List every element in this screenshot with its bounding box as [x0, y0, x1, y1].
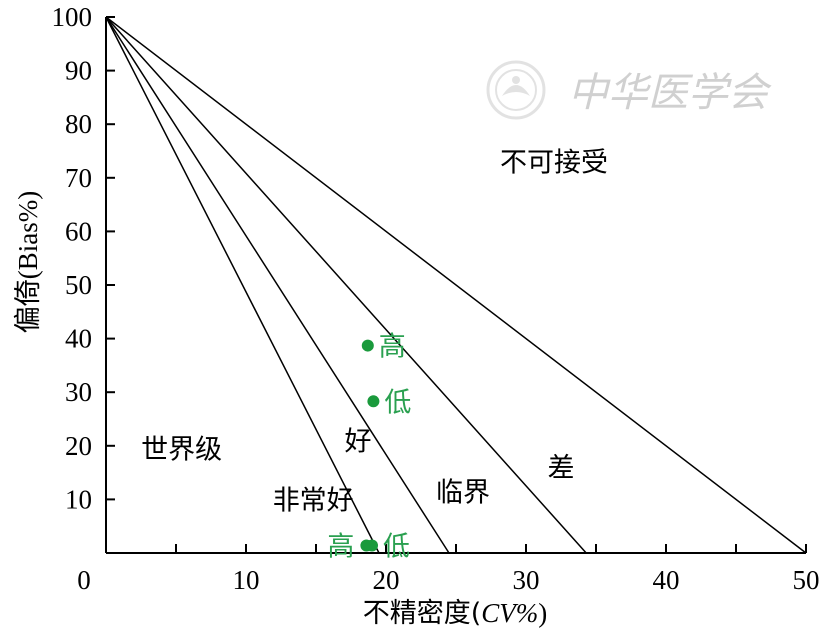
boundary-line: [105, 16, 587, 554]
x-axis-title: 不精密度(CV%): [363, 598, 548, 629]
x-tick-label: 50: [793, 565, 820, 595]
y-tick-label: 40: [65, 324, 92, 354]
x-axis-title-close: ): [538, 598, 547, 628]
data-point-high-1: [361, 339, 374, 352]
boundary-lines: [105, 16, 807, 554]
x-tick-label: 20: [373, 565, 400, 595]
y-tick-label: 30: [65, 377, 92, 407]
region-label-world-class: 世界级: [141, 434, 222, 465]
y-tick-label: 70: [65, 163, 92, 193]
region-label-poor: 差: [548, 453, 575, 484]
data-point-low-2: [366, 539, 378, 552]
y-axis-title: 偏倚(Bias%): [13, 191, 44, 333]
boundary-line: [105, 16, 380, 554]
x-axis-title-italic: CV%: [481, 598, 538, 628]
region-label-marginal: 临界: [436, 477, 490, 508]
data-point-low-1: [367, 395, 380, 408]
data-points: 高 低 高 低: [327, 332, 411, 563]
point-label-high-1: 高: [379, 332, 406, 363]
boundary-line: [105, 16, 450, 554]
y-tick-label: 80: [65, 109, 92, 139]
x-axis-title-main: 不精密度(: [363, 598, 482, 629]
y-tick-label: 10: [65, 484, 92, 514]
region-label-very-good: 非常好: [273, 485, 354, 516]
y-tick-label: 90: [65, 56, 92, 86]
y-axis-title-paren: (Bias%): [13, 191, 43, 279]
x-tick-label: 10: [233, 565, 260, 595]
watermark-seal-icon: [486, 60, 546, 120]
y-tick-label: 60: [65, 216, 92, 246]
boundary-line: [105, 16, 807, 554]
region-labels: 不可接受 差 临界 好 非常好 世界级: [141, 148, 608, 517]
y-tick-label: 20: [65, 431, 92, 461]
y-axis-title-main: 偏倚: [13, 279, 44, 333]
point-label-low-1: 低: [384, 387, 411, 418]
y-tick-label: 100: [52, 2, 93, 32]
x-tick-label: 30: [513, 565, 540, 595]
watermark-text: 中华医学会: [568, 70, 772, 116]
y-tick-label: 50: [65, 270, 92, 300]
watermark: 中华医学会: [486, 60, 772, 120]
x-tick-label: 40: [653, 565, 680, 595]
region-label-unacceptable: 不可接受: [500, 148, 608, 179]
ticks: 0 10 20 30 40 50 10 20 30 40 50 60 70 80 90 100: [52, 2, 820, 595]
region-label-good: 好: [345, 426, 372, 457]
x-tick-label: 0: [77, 565, 91, 595]
point-label-high-2: 高: [327, 531, 354, 562]
point-label-low-2: 低: [383, 531, 410, 562]
